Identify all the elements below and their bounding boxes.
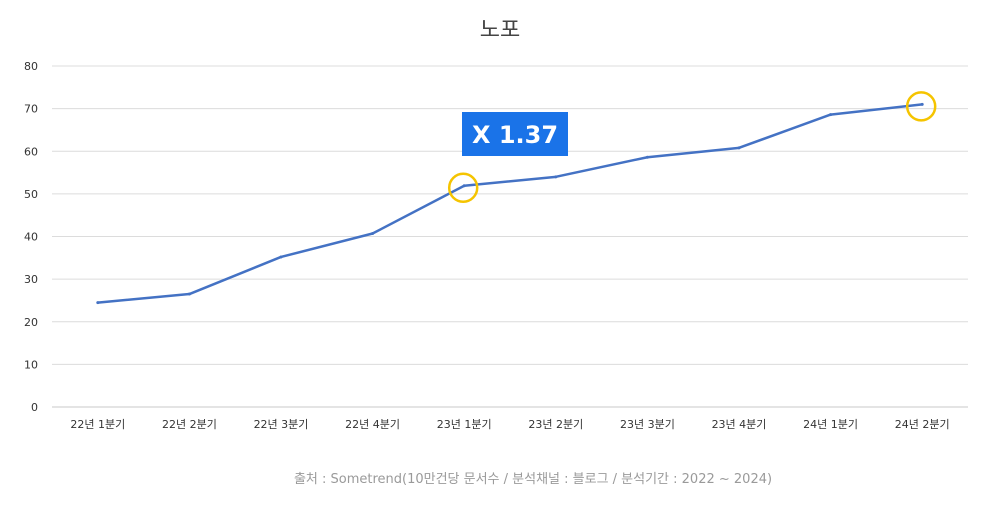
data-point — [279, 255, 283, 259]
growth-badge-text: X 1.37 — [472, 121, 558, 149]
y-tick-label: 40 — [24, 231, 38, 244]
source-caption: 출처 : Sometrend(10만건당 문서수 / 분석채널 : 블로그 / … — [294, 472, 772, 487]
y-tick-label: 30 — [24, 273, 38, 286]
data-point — [645, 155, 649, 159]
y-tick-label: 0 — [31, 401, 38, 414]
y-tick-label: 20 — [24, 316, 38, 329]
x-tick-label: 23년 1분기 — [437, 418, 492, 431]
highlight-circle — [905, 91, 937, 122]
chart-title: 노포 — [480, 18, 520, 43]
y-tick-label: 70 — [24, 103, 38, 116]
grid-lines — [52, 65, 968, 408]
data-point — [920, 102, 924, 106]
x-tick-label: 24년 2분기 — [895, 418, 950, 431]
y-axis-ticks: 0 10 20 30 40 50 60 70 80 — [24, 60, 38, 414]
x-tick-label: 24년 1분기 — [803, 418, 858, 431]
data-point — [371, 232, 375, 236]
growth-badge-background — [462, 112, 568, 156]
x-tick-label: 22년 2분기 — [162, 418, 217, 431]
highlight-circle — [447, 172, 479, 204]
x-tick-label: 23년 3분기 — [620, 418, 675, 431]
series-line — [97, 103, 923, 304]
data-point — [462, 184, 466, 188]
x-tick-label: 22년 4분기 — [345, 418, 400, 431]
x-tick-label: 22년 3분기 — [254, 418, 309, 431]
data-point — [96, 301, 100, 305]
y-tick-label: 80 — [24, 60, 38, 73]
highlight-circles — [447, 91, 937, 204]
growth-badge: X 1.37 — [462, 112, 568, 156]
y-tick-label: 50 — [24, 188, 38, 201]
data-point — [187, 292, 191, 296]
y-tick-label: 60 — [24, 145, 38, 158]
data-point — [829, 113, 833, 117]
data-point — [737, 146, 741, 150]
data-points — [96, 102, 924, 305]
y-tick-label: 10 — [24, 358, 38, 371]
x-tick-label: 23년 4분기 — [712, 418, 767, 431]
x-tick-label: 23년 2분기 — [528, 418, 583, 431]
x-tick-label: 22년 1분기 — [70, 418, 125, 431]
x-axis-ticks: 22년 1분기 22년 2분기 22년 3분기 22년 4분기 23년 1분기 23년 2… — [70, 418, 949, 431]
data-point — [554, 175, 558, 179]
